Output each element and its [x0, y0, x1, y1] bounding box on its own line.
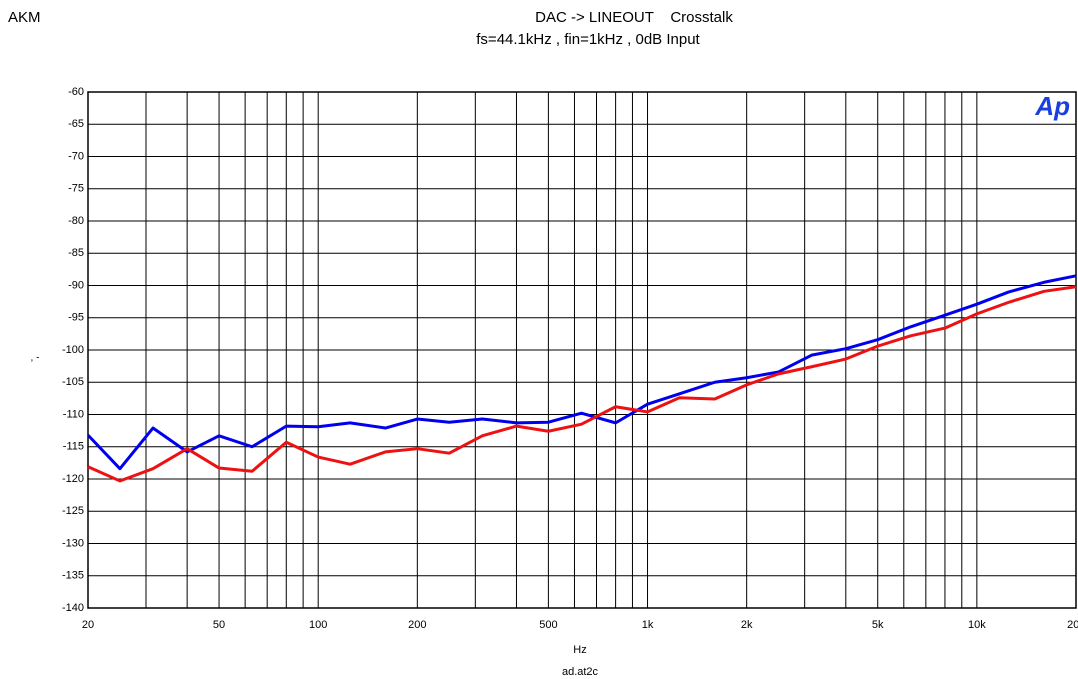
y-tick-label: -75: [68, 183, 84, 195]
x-tick-label: 20: [82, 619, 94, 631]
y-tick-label: -80: [68, 215, 84, 227]
y-tick-label: -70: [68, 150, 84, 162]
x-tick-label: 10k: [968, 619, 986, 631]
y-tick-label: -115: [63, 441, 84, 453]
x-tick-label: 5k: [872, 619, 884, 631]
x-tick-label: 50: [213, 619, 225, 631]
footer: ad.at2c: [562, 666, 599, 678]
x-axis-label: Hz: [573, 644, 586, 656]
plot-frame: [87, 91, 1077, 609]
data-line: [86, 274, 1077, 471]
chart-title: DAC -> LINEOUT Crosstalk: [535, 9, 733, 26]
y-tick-label: -130: [62, 537, 84, 549]
y-axis-label: , -: [31, 353, 40, 364]
x-tick-label: 100: [309, 619, 327, 631]
y-tick-label: -135: [62, 570, 84, 582]
y-tick-label: -65: [68, 118, 84, 130]
x-tick-label: 2k: [741, 619, 753, 631]
y-tick-label: -120: [62, 473, 84, 485]
y-tick-label: -60: [68, 86, 84, 98]
y-tick-label: -125: [62, 505, 84, 517]
y-tick-label: -140: [62, 602, 84, 614]
y-tick-label: -85: [68, 247, 84, 259]
chart-subtitle: fs=44.1kHz , fin=1kHz , 0dB Input: [476, 31, 700, 48]
y-tick-label: -100: [62, 344, 84, 356]
x-tick-label: 20k: [1067, 619, 1078, 631]
x-tick-label: 500: [539, 619, 557, 631]
corner-label: AKM: [8, 9, 41, 26]
x-tick-label: 1k: [642, 619, 654, 631]
y-tick-label: -110: [63, 408, 84, 420]
x-tick-label: 200: [408, 619, 426, 631]
y-tick-label: -105: [62, 376, 84, 388]
logo: Ap: [1034, 91, 1070, 121]
data-line: [87, 285, 1077, 483]
y-tick-label: -95: [68, 312, 84, 324]
y-tick-label: -90: [68, 279, 84, 291]
